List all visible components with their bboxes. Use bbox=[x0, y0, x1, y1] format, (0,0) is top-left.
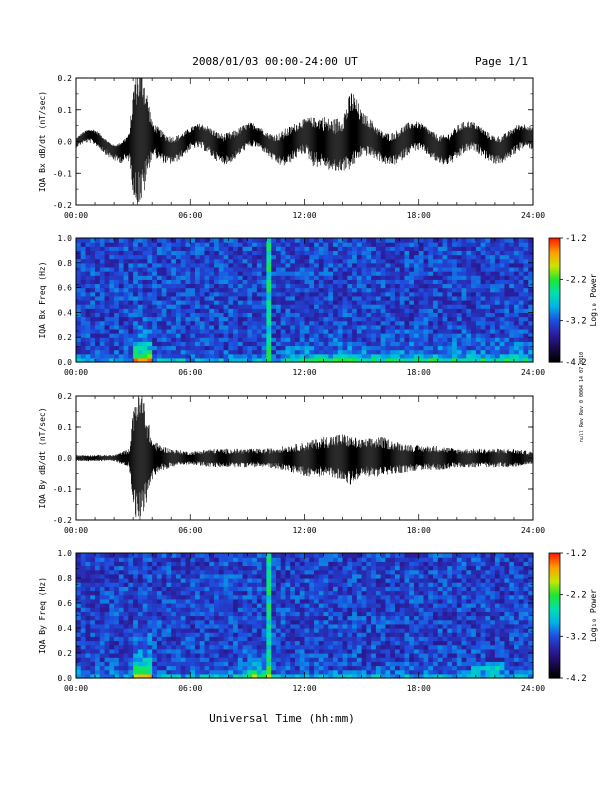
signal-trace bbox=[75, 396, 534, 520]
colorbar-tick-label: -1.2 bbox=[565, 549, 587, 559]
y-axis-label: IQA By Freq (Hz) bbox=[38, 577, 47, 654]
y-tick-label: 0.2 bbox=[58, 74, 73, 83]
y-tick-label: 1.0 bbox=[58, 549, 73, 558]
chart-title: 2008/01/03 00:00-24:00 UT bbox=[192, 55, 358, 68]
panel-4: -1.2 -2.2 -3.2 -4.2 Log₁₀ Power 0.0 0.2 0.4 0.6 0… bbox=[38, 549, 598, 693]
y-tick-label: 0.6 bbox=[58, 599, 73, 608]
colorbar-tick-label: -3.2 bbox=[565, 632, 587, 642]
x-axis-title: Universal Time (hh:mm) bbox=[209, 712, 355, 725]
y-tick-label: -0.2 bbox=[53, 516, 72, 525]
x-tick-label: 24:00 bbox=[521, 684, 545, 693]
x-tick-label: 18:00 bbox=[407, 684, 431, 693]
y-tick-label: 0.0 bbox=[58, 454, 73, 463]
x-tick-label: 18:00 bbox=[407, 526, 431, 535]
x-tick-label: 00:00 bbox=[64, 211, 88, 220]
x-tick-label: 24:00 bbox=[521, 526, 545, 535]
x-tick-label: 24:00 bbox=[521, 368, 545, 377]
colorbar: -1.2 -2.2 -3.2 -4.2 Log₁₀ Power bbox=[548, 549, 598, 684]
x-tick-label: 00:00 bbox=[64, 684, 88, 693]
colorbar-label: Log₁₀ Power bbox=[589, 273, 598, 326]
x-tick-label: 06:00 bbox=[178, 368, 202, 377]
x-tick-label: 12:00 bbox=[292, 684, 316, 693]
y-tick-label: 0.8 bbox=[58, 259, 73, 268]
page-indicator: Page 1/1 bbox=[475, 55, 528, 68]
y-tick-label: -0.1 bbox=[53, 169, 72, 178]
y-tick-label: 0.1 bbox=[58, 423, 73, 432]
panel-2: -1.2 -2.2 -3.2 -4.2 Log₁₀ Power 0.0 0.2 0.4 0.6 0… bbox=[38, 234, 598, 377]
x-tick-label: 00:00 bbox=[64, 526, 88, 535]
colorbar-tick-label: -3.2 bbox=[565, 317, 587, 327]
y-tick-label: 0.8 bbox=[58, 574, 73, 583]
y-tick-label: 1.0 bbox=[58, 234, 73, 243]
x-tick-label: 24:00 bbox=[521, 211, 545, 220]
x-tick-label: 06:00 bbox=[178, 211, 202, 220]
y-tick-label: 0.2 bbox=[58, 333, 73, 342]
y-tick-label: 0.6 bbox=[58, 284, 73, 293]
y-tick-label: -0.2 bbox=[53, 201, 72, 210]
x-tick-label: 06:00 bbox=[178, 684, 202, 693]
y-axis-label: IQA By dB/dt (nT/sec) bbox=[38, 407, 47, 508]
y-tick-label: 0.0 bbox=[58, 358, 73, 367]
x-tick-label: 18:00 bbox=[407, 368, 431, 377]
y-tick-label: 0.0 bbox=[58, 674, 73, 683]
colorbar-tick-label: -4.2 bbox=[565, 358, 587, 368]
panel-3: -0.2 -0.1 0.0 0.1 0.2 00:00 06:00 12:00 18:00 24:… bbox=[38, 392, 545, 535]
panel-1: -0.2 -0.1 0.0 0.1 0.2 00:00 06:00 12:00 18:00 24:… bbox=[38, 74, 545, 220]
side-note: null Rev Rev 0 0004 14 07 0010 bbox=[579, 352, 585, 442]
y-tick-label: 0.4 bbox=[58, 308, 73, 317]
colorbar: -1.2 -2.2 -3.2 -4.2 Log₁₀ Power bbox=[548, 234, 598, 368]
x-tick-label: 18:00 bbox=[407, 211, 431, 220]
y-tick-label: 0.4 bbox=[58, 624, 73, 633]
y-axis-label: IQA Bx dB/dt (nT/sec) bbox=[38, 91, 47, 192]
y-tick-label: -0.1 bbox=[53, 485, 72, 494]
y-axis-label: IQA Bx Freq (Hz) bbox=[38, 261, 47, 338]
colorbar-tick-label: -2.2 bbox=[565, 275, 587, 285]
x-tick-label: 00:00 bbox=[64, 368, 88, 377]
colorbar-label: Log₁₀ Power bbox=[589, 589, 598, 642]
colorbar-tick-label: -1.2 bbox=[565, 234, 587, 244]
x-tick-label: 12:00 bbox=[292, 526, 316, 535]
y-tick-label: 0.1 bbox=[58, 106, 73, 115]
y-tick-label: 0.2 bbox=[58, 392, 73, 401]
spectrogram-image bbox=[76, 238, 534, 363]
colorbar-tick-label: -4.2 bbox=[565, 674, 587, 684]
spectrogram-image bbox=[76, 553, 534, 679]
y-tick-label: 0.2 bbox=[58, 649, 73, 658]
x-tick-label: 12:00 bbox=[292, 211, 316, 220]
colorbar-tick-label: -2.2 bbox=[565, 591, 587, 601]
x-tick-label: 12:00 bbox=[292, 368, 316, 377]
signal-trace bbox=[75, 78, 534, 205]
x-tick-label: 06:00 bbox=[178, 526, 202, 535]
y-tick-label: 0.0 bbox=[58, 138, 73, 147]
